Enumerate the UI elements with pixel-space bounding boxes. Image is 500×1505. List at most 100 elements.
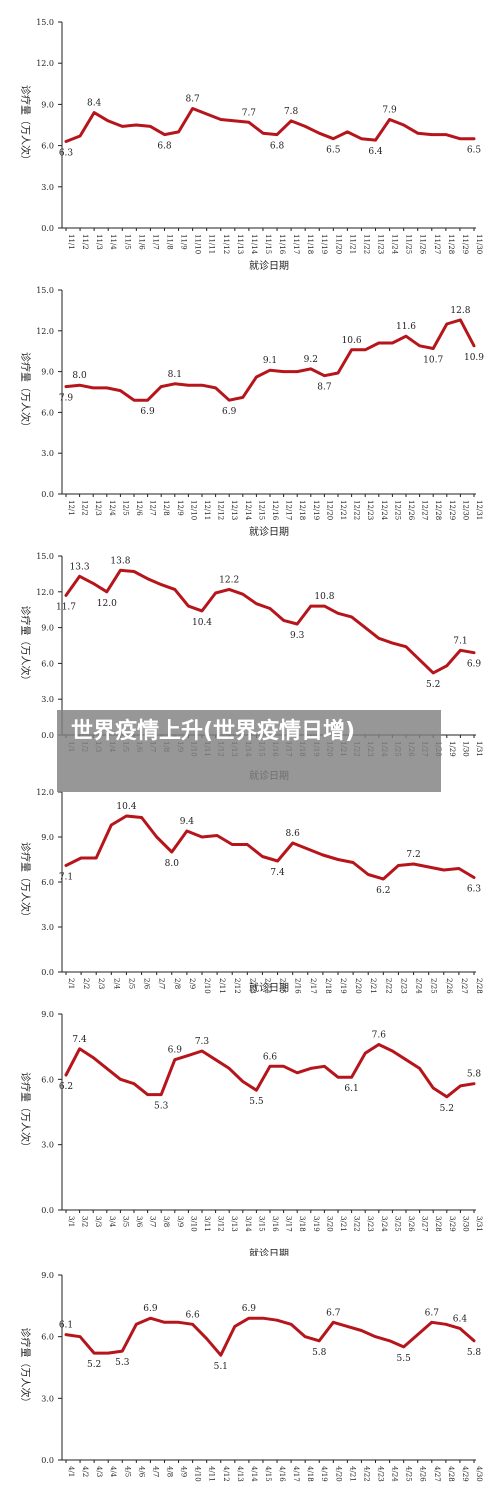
- data-point: [432, 347, 435, 350]
- y-tick-label: 6.0: [41, 1075, 54, 1084]
- x-tick-label: 4/19: [320, 1466, 328, 1482]
- x-tick-label: 3/1: [67, 1216, 75, 1227]
- y-tick-label: 6.0: [41, 878, 54, 887]
- data-point: [472, 651, 476, 654]
- x-tick-label: 12/13: [230, 500, 238, 520]
- data-label: 10.4: [116, 802, 136, 812]
- x-tick-label: 2/4: [112, 978, 120, 990]
- x-tick-label: 12/14: [244, 500, 252, 521]
- data-label: 7.3: [195, 1037, 210, 1047]
- x-tick-label: 4/30: [475, 1466, 483, 1482]
- data-label: 13.3: [70, 562, 90, 572]
- data-point: [472, 1082, 476, 1085]
- x-tick-label: 12/18: [298, 500, 306, 520]
- data-point: [268, 607, 272, 610]
- x-tick-label: 4/14: [250, 1466, 258, 1482]
- data-label: 6.9: [467, 660, 482, 670]
- x-tick-label: 11/8: [165, 234, 173, 250]
- data-point: [173, 382, 176, 386]
- data-point: [275, 1319, 279, 1322]
- data-label: 9.2: [304, 355, 318, 365]
- data-point: [364, 348, 367, 352]
- x-tick-label: 2/2: [82, 978, 90, 989]
- data-point: [374, 138, 377, 142]
- data-point: [92, 386, 95, 390]
- x-tick-label: 12/4: [108, 500, 116, 516]
- data-label: 5.1: [214, 1362, 228, 1372]
- data-label: 10.9: [464, 353, 484, 363]
- data-point: [78, 384, 81, 387]
- data-point: [233, 119, 237, 123]
- series-line: [64, 814, 476, 881]
- data-point: [200, 835, 204, 839]
- x-tick-label: 11/9: [180, 234, 188, 250]
- data-point: [418, 1067, 421, 1070]
- x-tick-label: 3/6: [135, 1216, 143, 1228]
- data-point: [200, 384, 204, 387]
- x-tick-label: 2/27: [460, 978, 468, 994]
- data-point: [364, 626, 367, 629]
- data-point: [444, 133, 448, 136]
- x-tick-label: 4/23: [377, 1466, 385, 1482]
- x-tick-label: 12/15: [257, 500, 265, 520]
- data-label: 6.9: [222, 407, 237, 417]
- x-tick-label: 2/17: [309, 978, 317, 994]
- data-point: [121, 1349, 124, 1353]
- data-point: [78, 575, 81, 578]
- data-point: [255, 375, 258, 379]
- data-label: 10.4: [192, 618, 212, 628]
- data-label: 8.0: [165, 859, 180, 869]
- x-tick-label: 12/11: [203, 500, 211, 520]
- data-point: [79, 856, 83, 860]
- x-tick-label: 1/31: [475, 741, 483, 757]
- data-point: [391, 1049, 394, 1053]
- data-point: [205, 1337, 208, 1340]
- data-point: [282, 370, 285, 373]
- data-point: [404, 1058, 408, 1061]
- data-point: [432, 671, 435, 675]
- data-point: [92, 111, 96, 114]
- data-point: [119, 569, 122, 572]
- chart-svg-december: 0.0 3.0 6.0 9.0 12.0 15.0 诊疗量（万人次） 12/1 12/2 12/3…: [19, 286, 484, 538]
- data-point: [241, 592, 244, 596]
- x-tick-label: 11/23: [377, 234, 385, 254]
- data-point: [457, 867, 461, 870]
- x-tick-label: 4/2: [81, 1466, 89, 1477]
- data-point: [472, 344, 476, 347]
- x-tick-label: 11/10: [194, 234, 202, 254]
- x-tick-label: 2/12: [233, 978, 241, 994]
- data-label: 9.3: [290, 631, 305, 641]
- x-tick-label: 4/29: [461, 1466, 469, 1482]
- data-label: 8.0: [72, 371, 87, 381]
- x-tick-label: 11/30: [475, 234, 483, 254]
- x-tick-label: 3/15: [257, 1216, 265, 1232]
- chart-svg-november: 0.0 3.0 6.0 9.0 12.0 15.0 诊疗量（万人次） 11/1 11/2 11/3…: [19, 18, 483, 272]
- x-tick-label: 12/3: [94, 500, 102, 516]
- x-tick-label: 2/22: [384, 978, 392, 994]
- x-tick-label: 11/15: [264, 234, 272, 254]
- data-label: 6.2: [376, 886, 390, 896]
- chart-panel-december: 0.0 3.0 6.0 9.0 12.0 15.0 诊疗量（万人次） 12/1 12/2 12/3…: [0, 280, 500, 542]
- data-point: [336, 1075, 340, 1079]
- data-point: [155, 835, 158, 839]
- data-point: [177, 1321, 180, 1324]
- y-tick-label: 12.0: [36, 788, 54, 797]
- data-label: 8.7: [185, 95, 200, 105]
- series-line: [64, 107, 476, 143]
- x-tick-label: 12/24: [380, 500, 388, 521]
- x-tick-label: 12/19: [312, 500, 320, 520]
- x-tick-label: 2/7: [158, 978, 166, 989]
- x-tick-label: 11/24: [391, 234, 399, 255]
- data-point: [397, 864, 400, 867]
- x-tick-label: 4/13: [236, 1466, 244, 1482]
- data-label: 8.1: [168, 370, 182, 380]
- data-point: [445, 1095, 448, 1098]
- data-point: [296, 622, 299, 626]
- x-tick-label: 4/12: [222, 1466, 230, 1482]
- data-point: [336, 612, 340, 615]
- x-tick-label: 3/28: [434, 1216, 442, 1232]
- data-point: [64, 1073, 68, 1077]
- x-tick-label: 3/22: [353, 1216, 361, 1232]
- data-point: [318, 132, 321, 135]
- y-tick-label: 0.0: [41, 224, 54, 233]
